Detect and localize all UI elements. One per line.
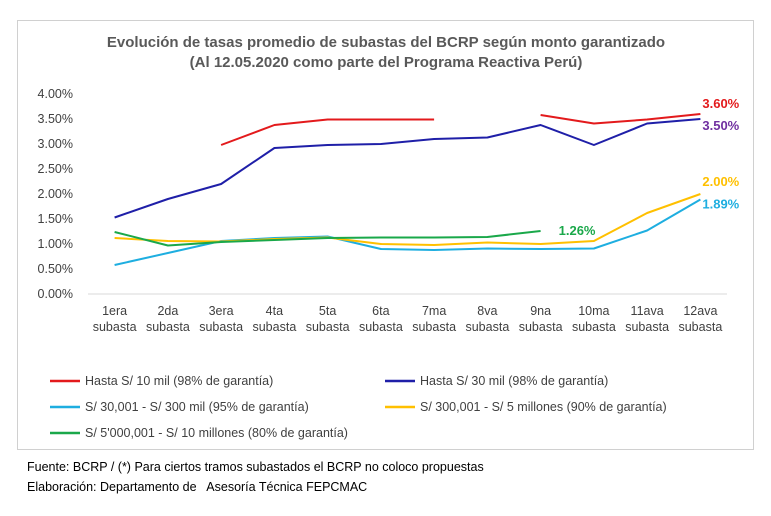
legend: Hasta S/ 10 mil (98% de garantía) Hasta S…: [50, 374, 667, 440]
y-tick-label: 0.50%: [38, 262, 73, 276]
y-tick-label: 2.50%: [38, 162, 73, 176]
legend-item: Hasta S/ 10 mil (98% de garantía): [50, 374, 273, 388]
chart-frame: [17, 20, 754, 450]
x-tick-label: 11ava subasta: [625, 304, 669, 334]
data-label: 1.26%: [559, 223, 596, 238]
series-line: [540, 113, 701, 125]
x-tick-label: 7ma subasta: [412, 304, 456, 334]
series-lines: [114, 113, 701, 266]
series-line: [220, 118, 435, 146]
legend-item: S/ 5'000,001 - S/ 10 millones (80% de ga…: [50, 426, 348, 440]
y-tick-label: 0.00%: [38, 287, 73, 301]
x-tick-label: 12ava subasta: [678, 304, 722, 334]
chart-subtitle: (Al 12.05.2020 como parte del Programa R…: [190, 54, 583, 71]
series-line: [114, 230, 541, 247]
legend-item: Hasta S/ 30 mil (98% de garantía): [385, 374, 608, 388]
x-tick-label: 5ta subasta: [306, 304, 350, 334]
x-tick-label: 1era subasta: [93, 304, 137, 334]
y-tick-label: 4.00%: [38, 87, 73, 101]
source-note: Fuente: BCRP / (*) Para ciertos tramos s…: [27, 460, 484, 474]
y-tick-label: 2.00%: [38, 187, 73, 201]
legend-label: S/ 5'000,001 - S/ 10 millones (80% de ga…: [85, 426, 348, 440]
x-tick-label: 10ma subasta: [572, 304, 616, 334]
legend-label: Hasta S/ 10 mil (98% de garantía): [85, 374, 273, 388]
end-labels: 3.60% 3.50% 1.89% 2.00% 1.26%: [559, 96, 740, 238]
data-label: 2.00%: [702, 174, 739, 189]
data-label: 3.60%: [702, 96, 739, 111]
legend-item: S/ 30,001 - S/ 300 mil (95% de garantía): [50, 400, 309, 414]
x-tick-label: 9na subasta: [519, 304, 563, 334]
series-line: [114, 118, 701, 219]
y-tick-label: 1.00%: [38, 237, 73, 251]
chart-title: Evolución de tasas promedio de subastas …: [107, 34, 665, 51]
data-label: 1.89%: [702, 197, 739, 212]
legend-label: S/ 30,001 - S/ 300 mil (95% de garantía): [85, 400, 309, 414]
legend-label: Hasta S/ 30 mil (98% de garantía): [420, 374, 608, 388]
x-tick-label: 3era subasta: [199, 304, 243, 334]
x-tick-label: 8va subasta: [465, 304, 509, 334]
legend-label: S/ 300,001 - S/ 5 millones (90% de garan…: [420, 400, 667, 414]
y-tick-label: 3.50%: [38, 112, 73, 126]
elaboration-note: Elaboración: Departamento de Asesoría Té…: [27, 480, 368, 494]
x-tick-label: 6ta subasta: [359, 304, 403, 334]
x-axis: 1era subasta 2da subasta 3era subasta 4ta subas…: [88, 293, 727, 334]
y-tick-label: 1.50%: [38, 212, 73, 226]
series-line: [114, 193, 701, 246]
line-chart: Evolución de tasas promedio de subastas …: [38, 34, 740, 440]
x-tick-label: 2da subasta: [146, 304, 190, 334]
y-tick-label: 3.00%: [38, 137, 73, 151]
y-axis: 0.00% 0.50% 1.00% 1.50% 2.00% 2.50% 3.00% 3.50%…: [38, 87, 73, 301]
x-tick-label: 4ta subasta: [252, 304, 296, 334]
legend-item: S/ 300,001 - S/ 5 millones (90% de garan…: [385, 400, 667, 414]
data-label: 3.50%: [702, 118, 739, 133]
